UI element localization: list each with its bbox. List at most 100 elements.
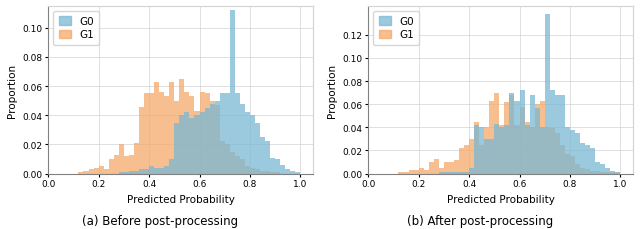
Bar [79, 172, 83, 174]
Bar [459, 173, 464, 174]
Bar [509, 95, 515, 174]
Bar [560, 95, 565, 174]
Bar [484, 128, 489, 174]
Bar [250, 116, 255, 174]
Bar [550, 91, 555, 174]
Bar [515, 101, 520, 174]
Bar [605, 168, 611, 174]
Bar [235, 94, 240, 174]
Bar [580, 144, 585, 174]
Bar [225, 145, 230, 174]
Y-axis label: Proportion: Proportion [7, 63, 17, 117]
Bar [515, 125, 520, 174]
Bar [479, 128, 484, 174]
Bar [464, 173, 469, 174]
Bar [296, 172, 300, 174]
Bar [469, 168, 474, 174]
Bar [169, 159, 174, 174]
Bar [88, 169, 93, 174]
Bar [575, 134, 580, 174]
Bar [164, 166, 169, 174]
Bar [144, 94, 149, 174]
Bar [119, 172, 124, 174]
Bar [575, 165, 580, 174]
Bar [220, 142, 225, 174]
Bar [240, 104, 245, 174]
Bar [139, 107, 144, 174]
Bar [545, 128, 550, 174]
Bar [255, 123, 260, 174]
Bar [93, 168, 99, 174]
Bar [454, 173, 459, 174]
Bar [434, 159, 439, 174]
Bar [149, 166, 154, 174]
Bar [534, 108, 540, 174]
Bar [600, 165, 605, 174]
Bar [169, 82, 174, 174]
Bar [245, 166, 250, 174]
Y-axis label: Proportion: Proportion [327, 63, 337, 117]
Bar [454, 160, 459, 174]
Bar [439, 173, 444, 174]
Text: (b) After post-processing: (b) After post-processing [407, 214, 553, 227]
Bar [265, 142, 270, 174]
Bar [240, 159, 245, 174]
Bar [210, 104, 214, 174]
Bar [189, 97, 195, 174]
Bar [449, 162, 454, 174]
Bar [474, 122, 479, 174]
Bar [220, 94, 225, 174]
Bar [275, 172, 280, 174]
Bar [580, 168, 585, 174]
Bar [616, 173, 620, 174]
Bar [585, 169, 590, 174]
Bar [499, 125, 504, 174]
Bar [408, 170, 413, 174]
Bar [611, 173, 616, 174]
Bar [270, 158, 275, 174]
Bar [119, 145, 124, 174]
Bar [225, 94, 230, 174]
Bar [413, 170, 419, 174]
Bar [570, 130, 575, 174]
Bar [214, 106, 220, 174]
Bar [605, 173, 611, 174]
Bar [550, 129, 555, 174]
Bar [159, 168, 164, 174]
Bar [260, 171, 265, 174]
Bar [124, 172, 129, 174]
Bar [595, 162, 600, 174]
Bar [590, 172, 595, 174]
Bar [83, 171, 88, 174]
Bar [444, 162, 449, 174]
Bar [255, 169, 260, 174]
Bar [134, 143, 139, 174]
Bar [250, 168, 255, 174]
Bar [540, 101, 545, 174]
Bar [403, 173, 408, 174]
Bar [595, 172, 600, 174]
Bar [419, 168, 424, 174]
Bar [184, 93, 189, 174]
Bar [114, 155, 119, 174]
Bar [520, 107, 525, 174]
Bar [565, 154, 570, 174]
Bar [545, 15, 550, 174]
Bar [570, 157, 575, 174]
Bar [291, 171, 296, 174]
Bar [464, 145, 469, 174]
Bar [154, 168, 159, 174]
Bar [179, 116, 184, 174]
Bar [530, 95, 534, 174]
X-axis label: Predicted Probability: Predicted Probability [447, 194, 554, 204]
Bar [265, 171, 270, 174]
Bar [585, 145, 590, 174]
Bar [109, 159, 114, 174]
Bar [154, 82, 159, 174]
Bar [504, 102, 509, 174]
Text: (a) Before post-processing: (a) Before post-processing [82, 214, 238, 227]
Bar [479, 145, 484, 174]
Bar [200, 113, 205, 174]
Bar [174, 123, 179, 174]
Bar [474, 125, 479, 174]
